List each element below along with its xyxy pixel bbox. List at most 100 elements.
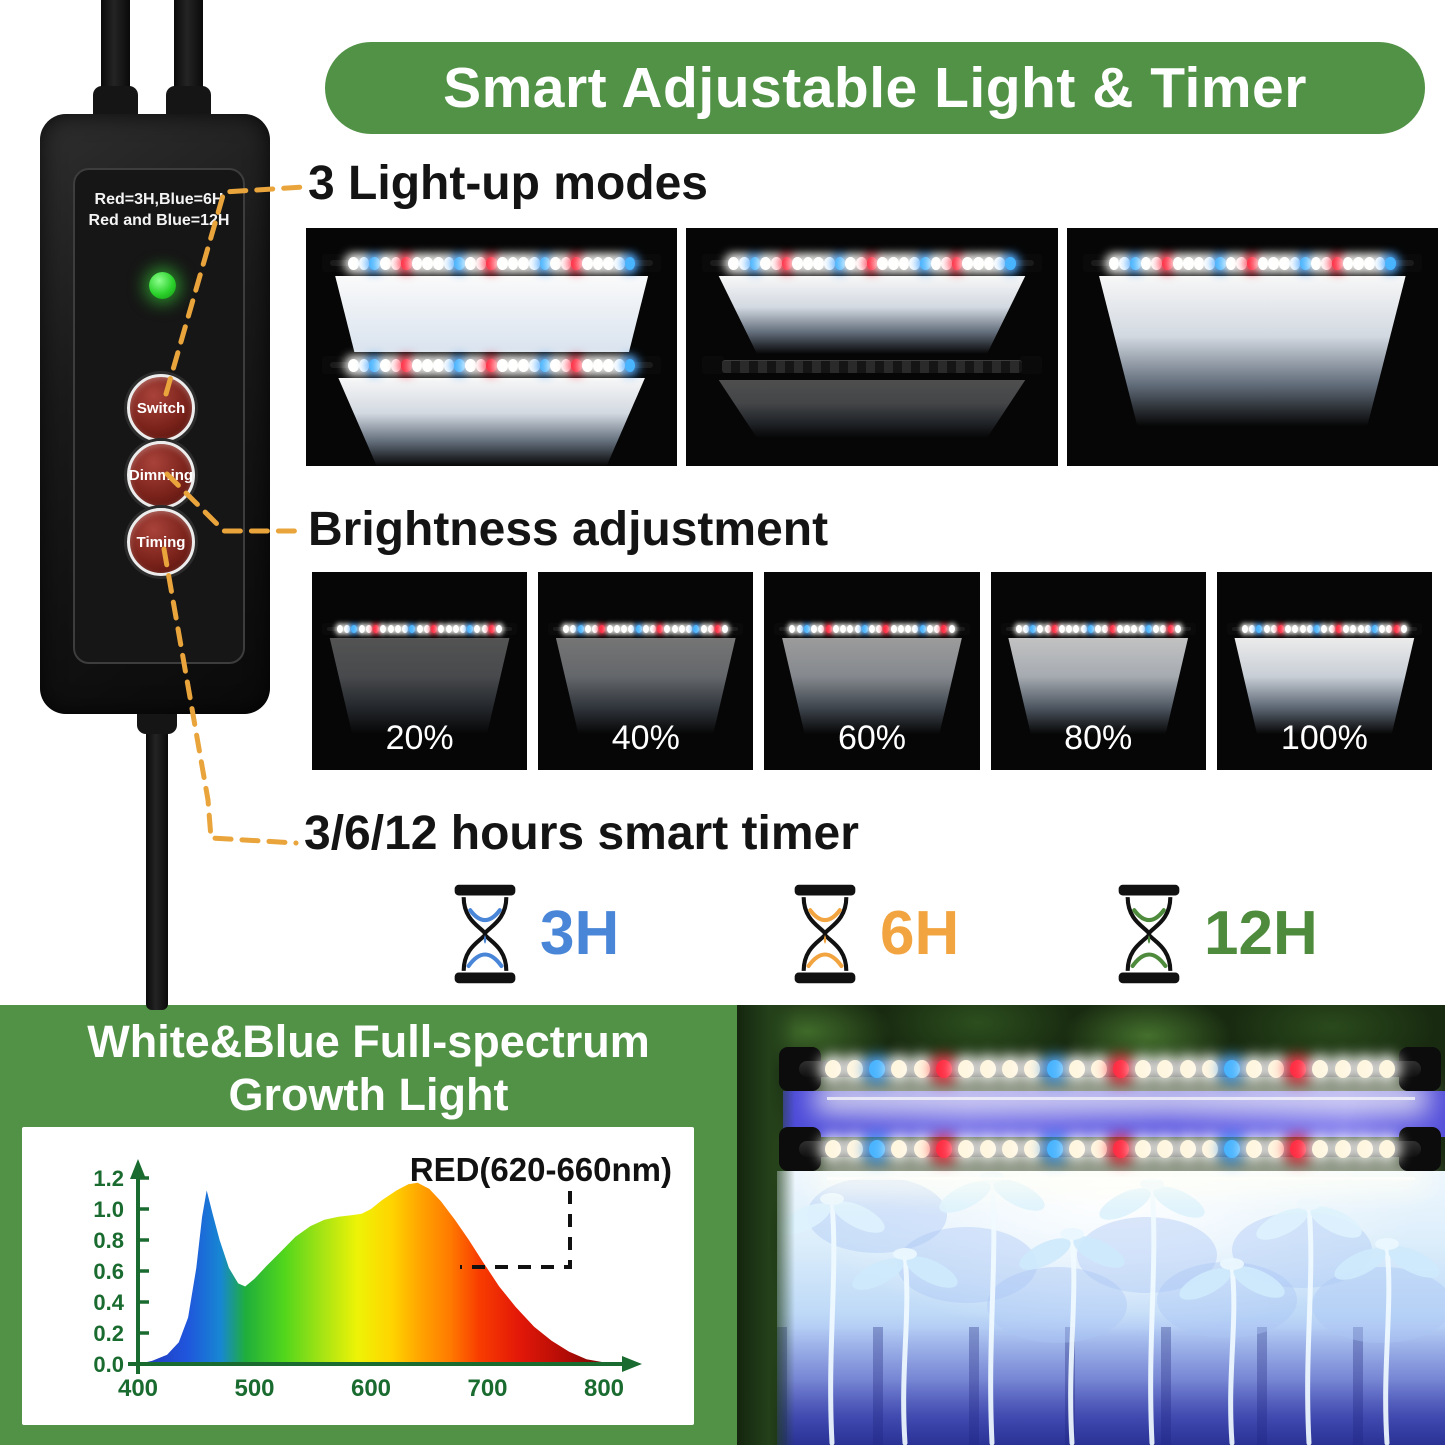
svg-text:0.6: 0.6 xyxy=(93,1259,124,1284)
percent-label: 20% xyxy=(385,719,454,757)
spectrum-chart-box: 0.0 0.2 0.4 0.6 0.8 1.0 1.2 400 500 600 700 800 RED… xyxy=(22,1127,694,1425)
switch-button: Switch xyxy=(127,374,195,442)
chart-annotation: RED(620-660nm) xyxy=(410,1151,672,1188)
brightness-tile-60: 60% xyxy=(764,572,980,770)
svg-text:500: 500 xyxy=(234,1375,274,1402)
brightness-tile-40: 40% xyxy=(538,572,754,770)
status-led xyxy=(149,272,176,299)
svg-text:1.0: 1.0 xyxy=(93,1197,124,1222)
timer-option-3h: 3H xyxy=(444,880,619,988)
spectrum-title-line2: Growth Light xyxy=(228,1069,509,1121)
brightness-heading: Brightness adjustment xyxy=(308,503,829,556)
light-beam xyxy=(782,638,962,734)
light-beam xyxy=(1234,638,1415,734)
timer-option-6h: 6H xyxy=(784,880,959,988)
light-bar xyxy=(1082,250,1422,276)
legend-line-1: Red=3H,Blue=6H xyxy=(94,191,224,208)
svg-text:0.2: 0.2 xyxy=(93,1321,124,1346)
svg-text:0.4: 0.4 xyxy=(93,1290,124,1315)
modes-heading: 3 Light-up modes xyxy=(308,157,708,210)
output-cable xyxy=(146,710,168,1010)
light-beam xyxy=(555,638,736,734)
light-bar xyxy=(322,250,662,276)
light-bar-off xyxy=(702,352,1042,378)
light-bar xyxy=(702,250,1042,276)
light-reflection xyxy=(718,380,1026,438)
light-bar xyxy=(1226,620,1422,638)
chart-axes: 0.0 0.2 0.4 0.6 0.8 1.0 1.2 400 500 600 700 800 xyxy=(93,1159,642,1402)
mode-tile-both-bars-on xyxy=(306,228,678,466)
grow-light-bar-2 xyxy=(779,1123,1441,1175)
modes-row xyxy=(306,228,1438,466)
timer-option-12h: 12H xyxy=(1108,880,1318,988)
led-row xyxy=(789,621,955,637)
bar-rod xyxy=(799,1141,1421,1157)
led-row xyxy=(348,252,636,274)
hourglass-icon xyxy=(454,884,516,984)
bar-glow xyxy=(827,1097,1415,1100)
light-beam xyxy=(329,638,510,734)
light-bar xyxy=(322,620,518,638)
led-row xyxy=(1241,621,1407,637)
timing-button: Timing xyxy=(127,508,195,576)
percent-label: 60% xyxy=(837,719,907,757)
led-row xyxy=(728,252,1016,274)
bar-glow xyxy=(827,1177,1415,1180)
spectrum-title: White&Blue Full-spectrum Growth Light xyxy=(0,1015,737,1121)
spectrum-chart: 0.0 0.2 0.4 0.6 0.8 1.0 1.2 400 500 600 700 800 RED… xyxy=(93,1151,672,1402)
brightness-row: 20% 40% 60% xyxy=(312,572,1432,770)
led-row xyxy=(1108,252,1396,274)
led-row xyxy=(825,1053,1395,1085)
controller-panel: Red=3H,Blue=6H Red and Blue=12H Switch D… xyxy=(73,168,245,664)
svg-text:0.8: 0.8 xyxy=(93,1228,124,1253)
bar-endcap xyxy=(702,356,725,374)
timer-label: 6H xyxy=(880,899,960,968)
svg-text:700: 700 xyxy=(467,1375,507,1402)
svg-text:1.2: 1.2 xyxy=(93,1166,124,1191)
seed-tray-cells xyxy=(777,1327,1445,1445)
bar-rod xyxy=(799,1061,1421,1077)
hourglass-icon xyxy=(1118,884,1180,984)
light-beam xyxy=(335,276,649,352)
light-beam xyxy=(718,276,1026,354)
led-row xyxy=(337,621,503,637)
light-beam xyxy=(338,378,645,466)
light-bar xyxy=(322,352,662,378)
percent-label: 80% xyxy=(1064,719,1133,757)
bar-rod-off xyxy=(722,360,1022,373)
legend-line-2: Red and Blue=12H xyxy=(88,211,230,229)
spectrum-title-line1: White&Blue Full-spectrum xyxy=(87,1016,650,1067)
controller-body: Red=3H,Blue=6H Red and Blue=12H Switch D… xyxy=(40,114,270,714)
mode-tile-single-bar-on xyxy=(1066,228,1438,466)
led-row xyxy=(825,1133,1395,1165)
svg-text:400: 400 xyxy=(118,1375,158,1402)
grow-light-photo xyxy=(737,1005,1445,1445)
brightness-tile-80: 80% xyxy=(990,572,1206,770)
led-row xyxy=(563,621,729,637)
svg-text:600: 600 xyxy=(351,1375,391,1402)
title-banner: Smart Adjustable Light & Timer xyxy=(325,42,1425,134)
light-bar xyxy=(548,620,744,638)
mode-tile-top-on-bottom-off xyxy=(686,228,1058,466)
seedlings-illustration xyxy=(779,1171,1445,1445)
brightness-tile-100: 100% xyxy=(1216,572,1432,770)
brightness-tile-20: 20% xyxy=(312,572,528,770)
dimming-button: Dimming xyxy=(127,441,195,509)
svg-text:800: 800 xyxy=(584,1375,624,1402)
light-beam xyxy=(1099,276,1406,426)
hourglass-icon xyxy=(794,884,856,984)
spectrum-area xyxy=(138,1182,604,1364)
timer-label: 3H xyxy=(540,899,620,968)
led-row xyxy=(1015,621,1181,637)
timer-label: 12H xyxy=(1204,899,1318,968)
light-beam xyxy=(1008,638,1189,734)
svg-text:0.0: 0.0 xyxy=(93,1352,124,1377)
bar-endcap xyxy=(1019,356,1042,374)
light-bar xyxy=(1000,620,1196,638)
light-bar xyxy=(774,620,970,638)
grow-light-bar-1 xyxy=(779,1043,1441,1095)
percent-label: 100% xyxy=(1280,719,1368,757)
spectrum-panel: White&Blue Full-spectrum Growth Light xyxy=(0,1005,737,1445)
percent-label: 40% xyxy=(611,719,680,757)
timer-heading: 3/6/12 hours smart timer xyxy=(304,807,859,860)
